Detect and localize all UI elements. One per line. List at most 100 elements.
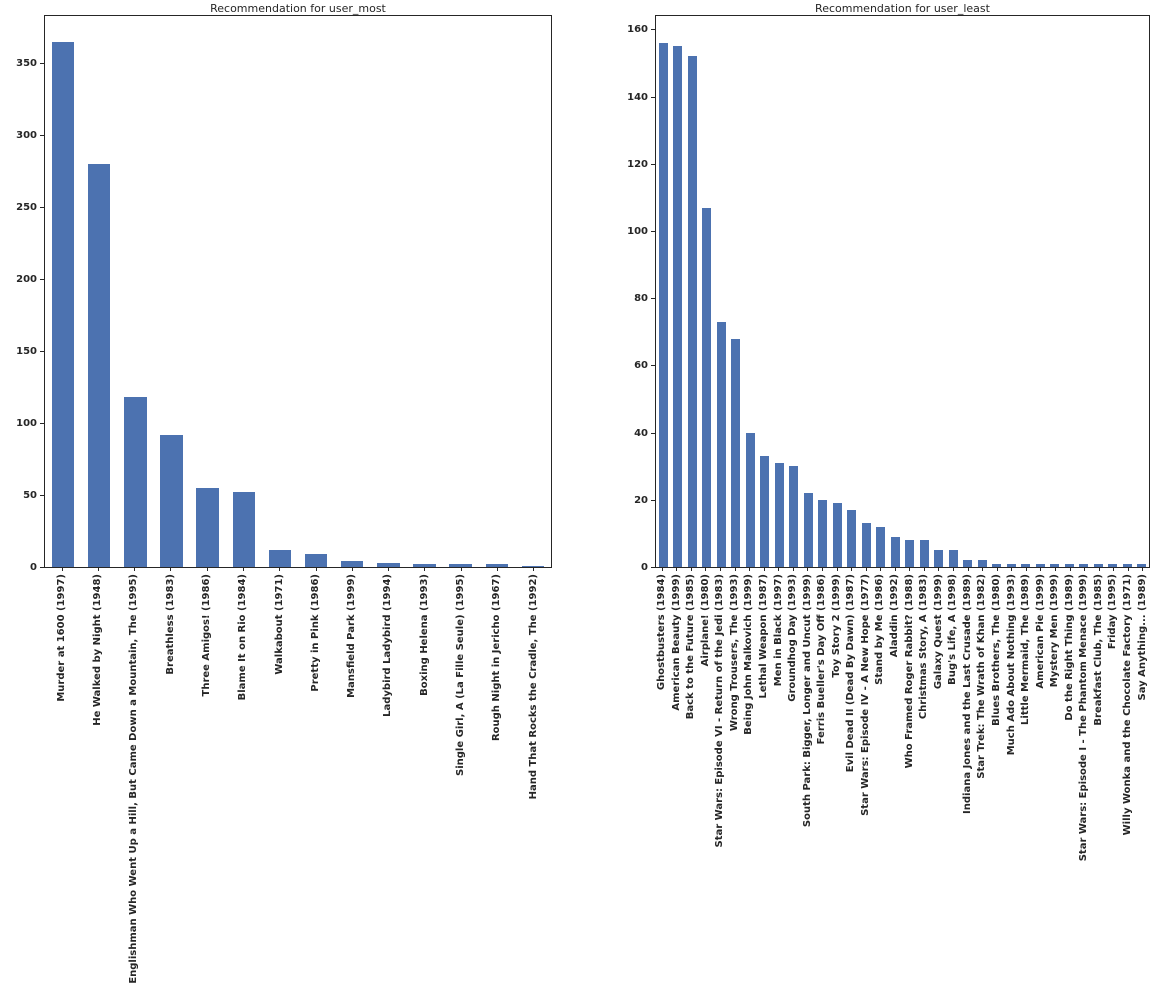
y-tick-mark <box>651 365 655 367</box>
bar-column <box>190 16 226 567</box>
x-label-column: Star Wars: Episode I - The Phantom Menac… <box>1077 568 1092 862</box>
x-tick-label: Who Framed Roger Rabbit? (1988) <box>903 574 915 769</box>
x-label-column: Mansfield Park (1999) <box>334 568 370 958</box>
x-tick-mark <box>315 568 317 571</box>
x-label-column: Blues Brothers, The (1980) <box>990 568 1005 858</box>
chart-user-least: Recommendation for user_least 0 20 40 60 80 1… <box>621 2 1150 862</box>
bar-column <box>1106 16 1121 567</box>
x-label-column: Back to the Future (1985) <box>684 568 699 858</box>
x-tick-mark <box>134 568 136 571</box>
bar <box>919 540 929 567</box>
x-tick-mark <box>763 568 765 571</box>
x-label-column: Breakfast Club, The (1985) <box>1092 568 1107 858</box>
x-tick-label: Say Anything... (1989) <box>1136 574 1148 701</box>
bar-column <box>1004 16 1019 567</box>
x-label-column: Galaxy Quest (1999) <box>932 568 947 858</box>
x-label-column: Murder at 1600 (1997) <box>44 568 80 958</box>
bar <box>948 550 958 567</box>
x-tick-label: Friday (1995) <box>1107 574 1119 650</box>
y-tick-label: 100 <box>16 418 37 430</box>
x-label-column: Hand That Rocks the Cradle, The (1992) <box>516 568 552 958</box>
bar-column <box>1135 16 1150 567</box>
x-tick-mark <box>880 568 882 571</box>
plot-column: Murder at 1600 (1997) He Walked by Night … <box>44 15 552 984</box>
x-tick-label: American Pie (1999) <box>1034 574 1046 689</box>
x-label-column: Single Girl, A (La Fille Seule) (1995) <box>443 568 479 958</box>
bar <box>832 503 842 567</box>
bar <box>196 487 219 567</box>
bar <box>774 462 784 567</box>
bar <box>876 526 886 567</box>
bar <box>716 321 726 567</box>
bar <box>232 492 255 567</box>
x-tick-label: Do the Right Thing (1989) <box>1063 574 1075 721</box>
y-tick-mark <box>40 423 44 425</box>
chart-title: Recommendation for user_most <box>210 2 386 15</box>
bar-column <box>1033 16 1048 567</box>
x-tick-mark <box>967 568 969 571</box>
x-label-column: Do the Right Thing (1989) <box>1063 568 1078 858</box>
x-tick-label: Much Ado About Nothing (1993) <box>1005 574 1017 756</box>
bar-column <box>671 16 686 567</box>
bar <box>1093 563 1103 567</box>
bar-column <box>515 16 551 567</box>
y-tick-label: 160 <box>627 24 648 36</box>
y-tick-label: 0 <box>641 562 648 573</box>
bar <box>745 432 755 567</box>
bar <box>731 338 741 567</box>
bar <box>1137 563 1147 567</box>
bar-column <box>45 16 81 567</box>
x-tick-label: Three Amigos! (1986) <box>201 574 213 697</box>
y-tick-label: 50 <box>23 490 37 502</box>
y-tick-mark <box>40 135 44 137</box>
x-label-column: Little Mermaid, The (1989) <box>1019 568 1034 858</box>
bar <box>413 564 436 567</box>
x-label-column: Star Wars: Episode IV - A New Hope (1977… <box>859 568 874 858</box>
x-label-column: Ladybird Ladybird (1994) <box>371 568 407 958</box>
x-tick-label: Ferris Bueller's Day Off (1986) <box>816 574 828 745</box>
bar <box>160 434 183 567</box>
x-tick-label: He Walked by Night (1948) <box>92 574 104 726</box>
bar <box>340 561 364 567</box>
bar <box>1050 563 1060 567</box>
y-tick-mark <box>651 96 655 98</box>
plot-area <box>44 15 552 568</box>
y-tick-mark <box>651 567 655 568</box>
bar <box>1122 563 1132 567</box>
bar-column <box>406 16 442 567</box>
y-tick-label: 300 <box>16 130 37 142</box>
bar <box>702 207 712 567</box>
x-tick-label: Breakfast Club, The (1985) <box>1092 574 1104 726</box>
x-tick-mark <box>1011 568 1013 571</box>
x-tick-label: Mystery Men (1999) <box>1049 574 1061 688</box>
x-tick-mark <box>1084 568 1086 571</box>
bar-column <box>1091 16 1106 567</box>
x-label-column: Friday (1995) <box>1106 568 1121 858</box>
x-tick-mark <box>690 568 692 571</box>
bar <box>1035 563 1045 567</box>
x-label-column: Rough Night in Jericho (1967) <box>479 568 515 958</box>
bar <box>377 562 400 567</box>
x-label-column: American Beauty (1999) <box>670 568 685 858</box>
bar-column <box>443 16 479 567</box>
bar <box>658 42 668 567</box>
bar <box>521 565 545 567</box>
x-tick-mark <box>923 568 925 571</box>
x-tick-mark <box>661 568 663 571</box>
x-tick-mark <box>388 568 390 571</box>
bar-column <box>758 16 773 567</box>
x-tick-label: Boxing Helena (1993) <box>418 574 430 696</box>
x-tick-label: Star Wars: Episode I - The Phantom Menac… <box>1078 574 1090 862</box>
bar-column <box>845 16 860 567</box>
y-tick-mark <box>651 298 655 300</box>
x-label-column: Three Amigos! (1986) <box>189 568 225 958</box>
x-tick-mark <box>351 568 353 571</box>
bar-column <box>830 16 845 567</box>
x-tick-mark <box>894 568 896 571</box>
bar-column <box>946 16 961 567</box>
bar <box>934 550 944 567</box>
y-tick-label: 200 <box>16 274 37 286</box>
x-tick-label: Men in Black (1997) <box>772 574 784 687</box>
y-tick-label: 350 <box>16 58 37 70</box>
x-tick-label: Bug's Life, A (1998) <box>947 574 959 685</box>
